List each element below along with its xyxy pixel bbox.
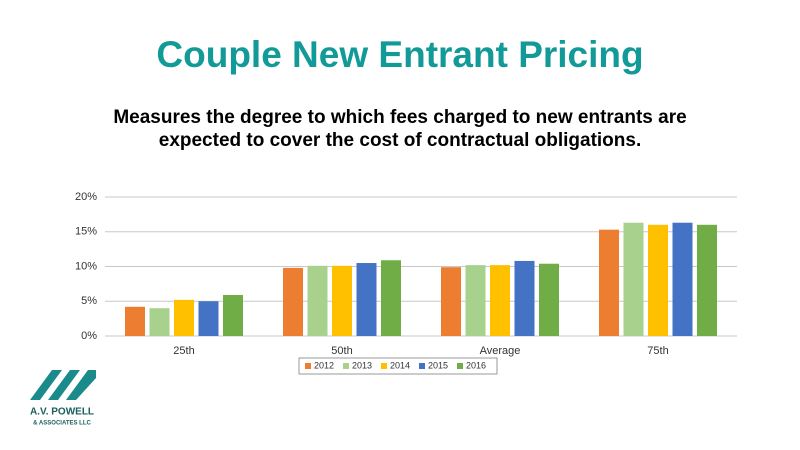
x-tick-label: Average xyxy=(480,345,521,357)
bar xyxy=(599,229,619,336)
logo-shape xyxy=(30,370,62,400)
chart-subtitle: Measures the degree to which fees charge… xyxy=(113,107,687,151)
bar xyxy=(125,306,145,336)
y-tick-label: 15% xyxy=(75,226,97,238)
bar xyxy=(149,308,170,336)
legend-box xyxy=(298,357,498,375)
y-tick-label: 0% xyxy=(81,330,97,342)
x-tick-label: 75th xyxy=(647,345,668,357)
legend-swatch xyxy=(381,363,387,369)
x-tick-label: 25th xyxy=(173,345,194,357)
bar xyxy=(672,222,693,336)
legend-swatch xyxy=(343,363,349,369)
legend-label: 2014 xyxy=(390,360,410,370)
y-tick-label: 10% xyxy=(75,260,97,272)
y-tick-label: 20% xyxy=(75,191,97,203)
legend-swatch xyxy=(419,363,425,369)
bar xyxy=(648,224,668,336)
bar xyxy=(623,222,644,336)
bar xyxy=(465,265,486,336)
legend-label: 2015 xyxy=(428,360,448,370)
logo-shape xyxy=(48,370,80,400)
bar xyxy=(441,267,461,336)
bar xyxy=(514,260,535,336)
legend-label: 2013 xyxy=(352,360,372,370)
bar xyxy=(307,265,328,336)
legend-swatch xyxy=(457,363,463,369)
logo-shape xyxy=(66,370,96,400)
logo-name: A.V. POWELL xyxy=(30,407,94,418)
bar xyxy=(490,265,510,336)
y-tick-label: 5% xyxy=(81,295,97,307)
legend-swatch xyxy=(305,363,311,369)
bar xyxy=(356,263,377,336)
chart-title: Couple New Entrant Pricing xyxy=(156,34,644,75)
bar xyxy=(283,267,303,336)
legend-label: 2016 xyxy=(466,360,486,370)
bar xyxy=(697,224,717,336)
legend-label: 2012 xyxy=(314,360,334,370)
bar xyxy=(381,260,401,336)
x-tick-label: 50th xyxy=(331,345,352,357)
bar xyxy=(539,263,559,336)
logo: A.V. POWELL & ASSOCIATES LLC xyxy=(30,370,96,427)
bar xyxy=(174,299,194,336)
bar xyxy=(332,265,352,336)
bar xyxy=(223,294,243,336)
logo-tagline: & ASSOCIATES LLC xyxy=(33,421,91,427)
bar xyxy=(198,301,219,336)
